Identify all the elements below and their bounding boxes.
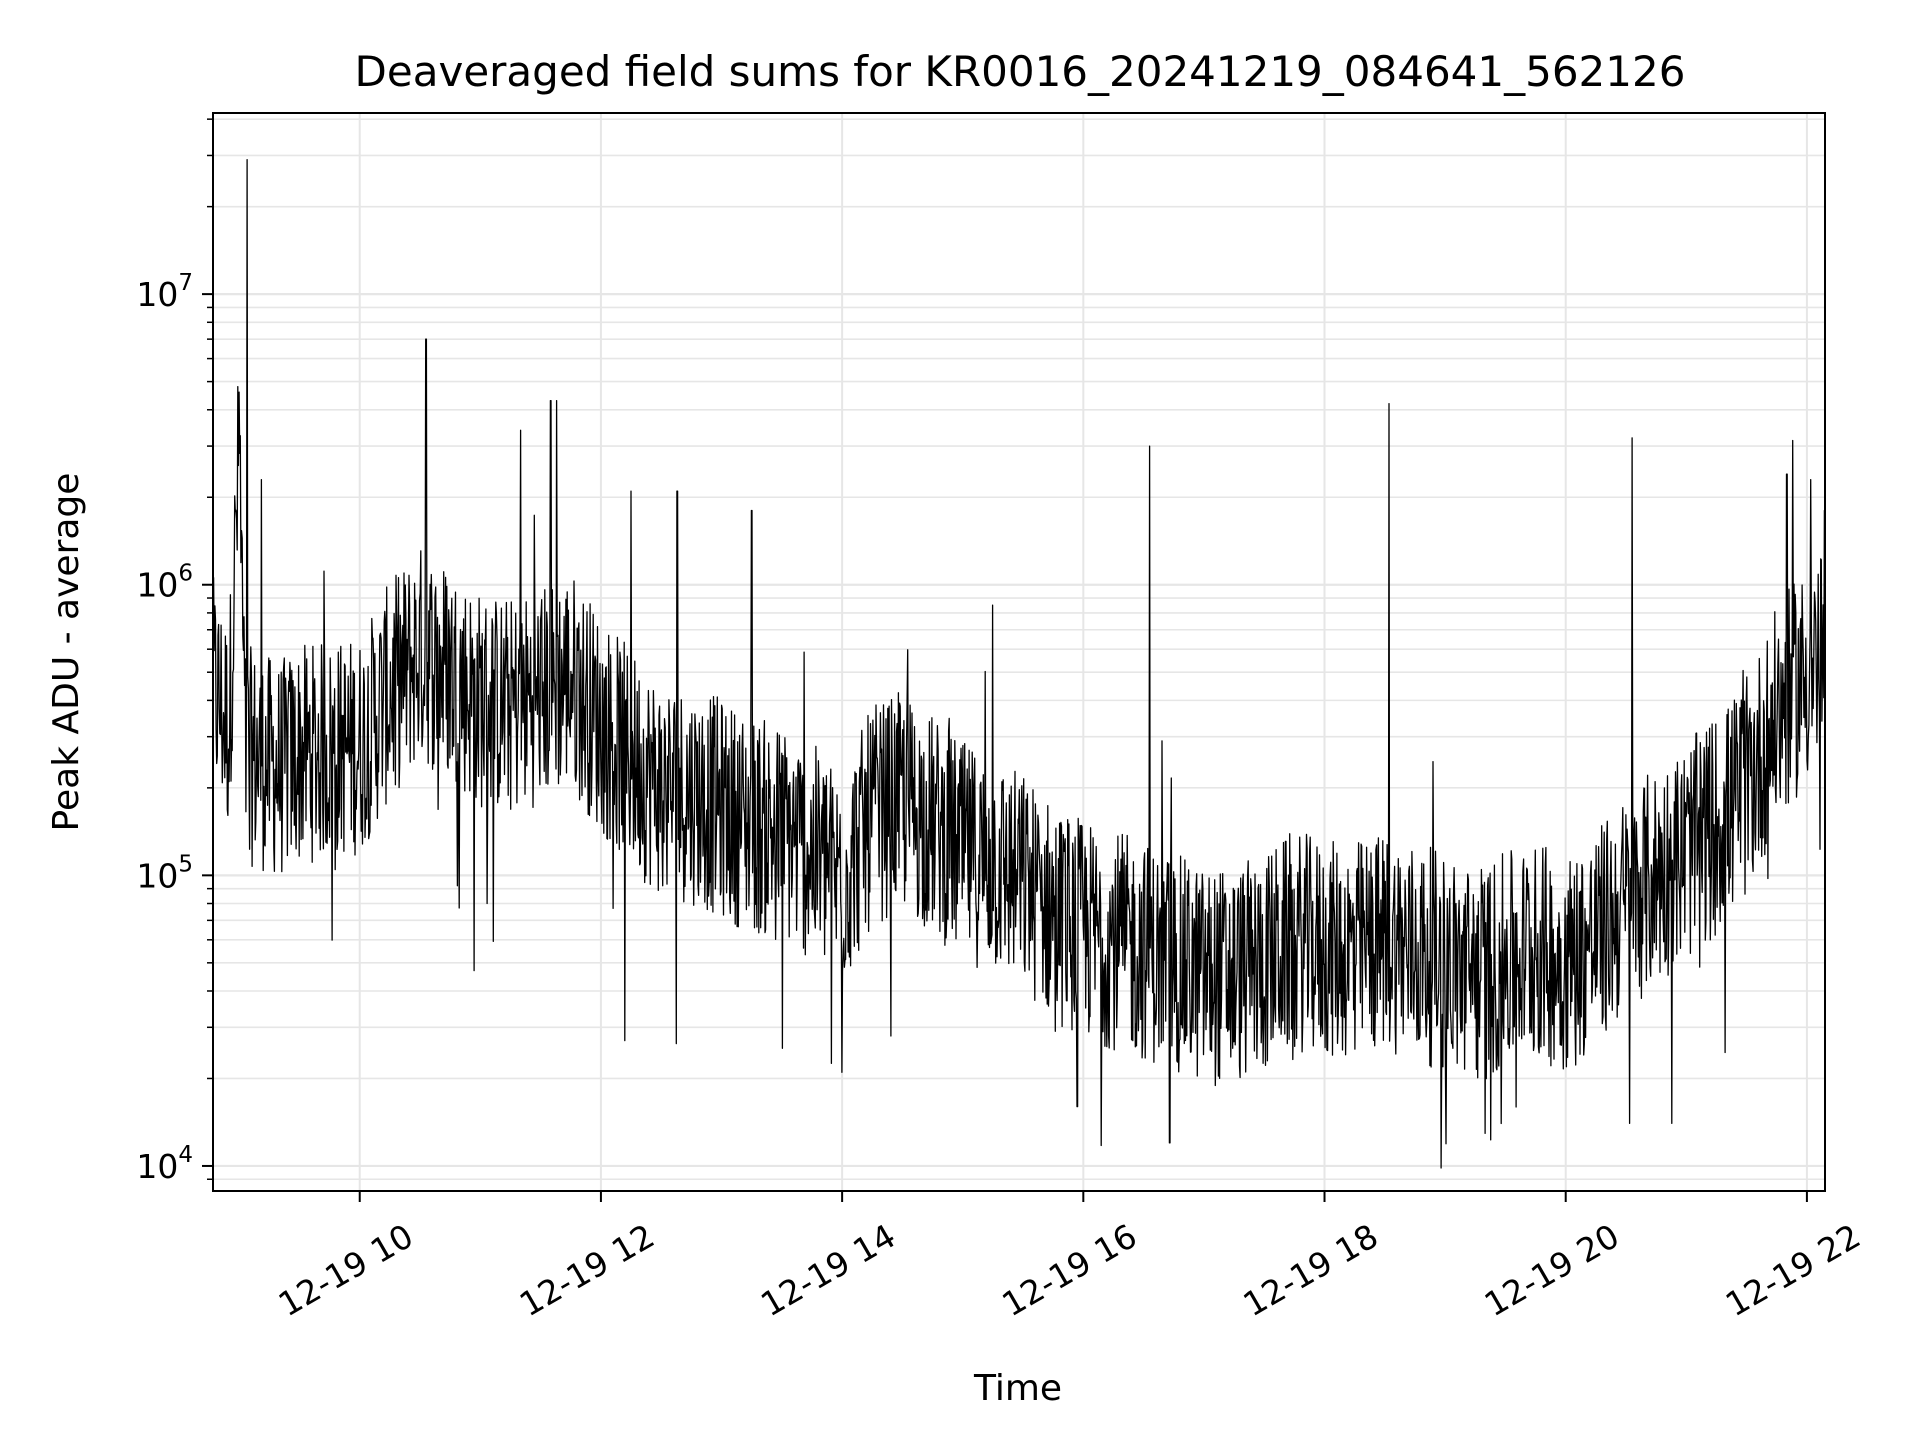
y-tick-exponent: 4 <box>178 1142 193 1168</box>
y-tick-label: 106 <box>136 561 193 605</box>
x-axis-title: Time <box>973 1368 1062 1409</box>
y-tick-base: 10 <box>136 566 178 605</box>
y-tick-label: 105 <box>136 851 193 895</box>
y-tick-base: 10 <box>136 856 178 895</box>
grid <box>213 113 1825 1191</box>
y-tick-label: 104 <box>136 1142 193 1186</box>
y-tick-exponent: 5 <box>178 851 193 877</box>
y-axis-title: Peak ADU - average <box>46 473 87 832</box>
y-tick-base: 10 <box>136 1147 178 1186</box>
y-tick-exponent: 7 <box>178 270 193 296</box>
chart-title: Deaveraged field sums for KR0016_2024121… <box>355 47 1686 96</box>
series-line <box>212 159 1826 1169</box>
y-tick-exponent: 6 <box>178 561 193 587</box>
series-path <box>212 159 1826 1169</box>
y-tick-label: 107 <box>136 270 193 314</box>
plot-frame <box>212 112 1826 1192</box>
y-tick-base: 10 <box>136 275 178 314</box>
